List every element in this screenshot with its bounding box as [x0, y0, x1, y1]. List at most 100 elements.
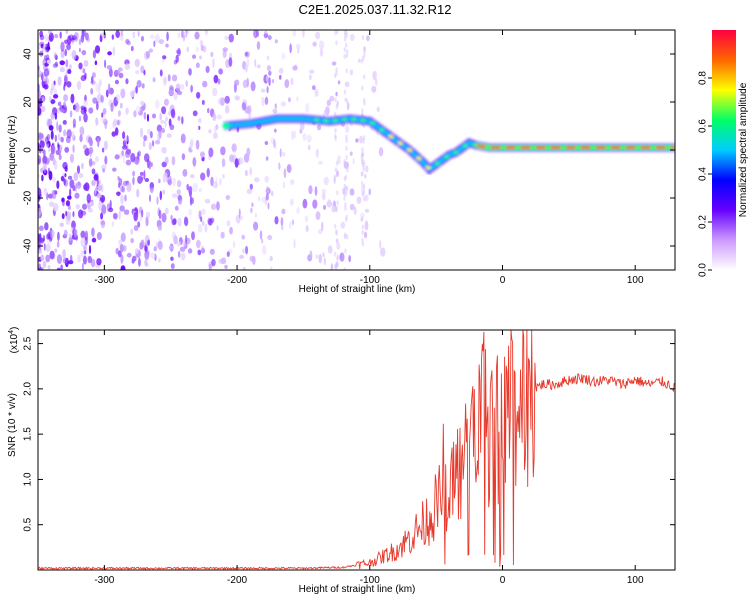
- noise-blob: [261, 197, 267, 203]
- noise-blob: [290, 178, 295, 186]
- noise-blob: [100, 95, 104, 103]
- noise-blob: [132, 255, 137, 262]
- noise-blob: [50, 130, 54, 140]
- noise-blob: [161, 161, 167, 168]
- noise-blob: [138, 257, 141, 267]
- spectrogram-x-tick-label: -300: [94, 275, 114, 286]
- noise-blob: [188, 208, 193, 216]
- noise-blob: [56, 240, 60, 248]
- noise-blob: [293, 239, 296, 249]
- noise-blob: [359, 135, 364, 144]
- noise-blob: [304, 215, 309, 223]
- noise-blob: [88, 244, 92, 255]
- noise-blob: [123, 209, 130, 215]
- noise-blob: [105, 89, 109, 98]
- noise-blob: [132, 176, 135, 186]
- noise-blob: [146, 158, 150, 169]
- spectrogram-y-tick-label: 0: [23, 147, 34, 153]
- noise-blob: [344, 81, 350, 88]
- noise-blob: [111, 34, 115, 40]
- noise-blob: [145, 216, 148, 225]
- noise-blob: [84, 147, 90, 156]
- noise-blob: [176, 180, 182, 188]
- noise-blob: [228, 33, 235, 43]
- noise-blob: [309, 69, 315, 74]
- noise-blob: [302, 30, 305, 38]
- noise-blob: [181, 116, 184, 125]
- noise-blob: [83, 60, 89, 67]
- noise-blob: [38, 241, 41, 249]
- noise-streak: [336, 200, 339, 206]
- noise-blob: [108, 67, 113, 78]
- noise-blob: [279, 74, 282, 80]
- noise-blob: [47, 265, 51, 270]
- noise-blob: [144, 178, 150, 183]
- noise-streak: [361, 224, 365, 230]
- noise-blob: [45, 136, 49, 145]
- noise-blob: [143, 134, 147, 142]
- noise-blob: [66, 43, 71, 51]
- noise-blob: [312, 199, 318, 209]
- noise-blob: [220, 97, 225, 106]
- noise-blob: [199, 55, 202, 60]
- noise-blob: [136, 79, 142, 88]
- noise-blob: [65, 210, 68, 217]
- colorbar-label: Normalized spectral amplitude: [738, 82, 749, 217]
- noise-blob: [66, 210, 72, 221]
- noise-blob: [233, 82, 237, 93]
- noise-blob: [47, 167, 51, 175]
- noise-streak: [363, 74, 366, 80]
- noise-blob: [48, 32, 54, 42]
- noise-blob: [158, 209, 162, 220]
- noise-blob: [175, 54, 179, 63]
- noise-blob: [50, 87, 53, 96]
- noise-blob: [64, 48, 68, 57]
- noise-blob: [58, 154, 62, 161]
- snr-x-tick-label: 100: [627, 575, 644, 586]
- noise-blob: [176, 240, 182, 247]
- ridge-blob: [314, 118, 320, 122]
- noise-blob: [149, 131, 153, 139]
- noise-blob: [256, 41, 261, 50]
- noise-streak: [362, 135, 366, 141]
- spectrogram-y-tick-label: -40: [23, 238, 34, 253]
- noise-blob: [221, 158, 226, 168]
- noise-blob: [64, 146, 70, 153]
- noise-streak: [361, 85, 364, 91]
- noise-blob: [80, 105, 85, 110]
- noise-blob: [58, 124, 62, 133]
- noise-blob: [327, 198, 332, 208]
- noise-blob: [39, 144, 42, 154]
- noise-blob: [52, 94, 59, 99]
- noise-blob: [267, 202, 270, 210]
- noise-blob: [48, 96, 52, 102]
- noise-blob: [140, 65, 145, 74]
- noise-blob: [68, 233, 72, 242]
- noise-blob: [104, 59, 107, 69]
- noise-blob: [323, 204, 326, 210]
- noise-blob: [159, 190, 162, 201]
- noise-blob: [144, 249, 150, 260]
- noise-blob: [157, 225, 162, 231]
- noise-blob: [155, 139, 161, 145]
- noise-blob: [95, 82, 100, 93]
- noise-streak: [363, 46, 366, 52]
- noise-blob: [83, 245, 87, 251]
- noise-blob: [139, 241, 144, 250]
- noise-blob: [38, 89, 41, 99]
- noise-blob: [194, 31, 200, 40]
- noise-blob: [76, 80, 82, 90]
- noise-blob: [349, 33, 355, 42]
- noise-blob: [147, 128, 151, 135]
- noise-streak: [344, 205, 347, 211]
- noise-blob: [324, 106, 330, 116]
- noise-blob: [97, 84, 101, 95]
- noise-blob: [289, 220, 292, 230]
- noise-blob: [220, 146, 226, 156]
- noise-blob: [274, 128, 277, 133]
- noise-blob: [111, 221, 115, 228]
- snr-x-tick-label: -100: [360, 575, 380, 586]
- noise-blob: [337, 80, 341, 85]
- noise-streak: [336, 100, 340, 106]
- noise-blob: [101, 207, 107, 215]
